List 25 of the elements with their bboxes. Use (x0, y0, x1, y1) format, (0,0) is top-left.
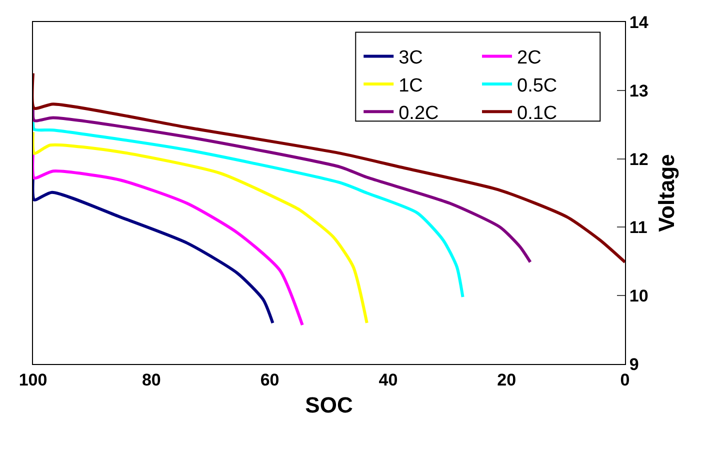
line-series (33, 72, 625, 264)
y-tick-label: 13 (629, 81, 648, 100)
legend-label: 1C (398, 75, 423, 96)
line-series (33, 120, 464, 298)
y-tick-label: 10 (629, 286, 648, 306)
y-axis-title: Voltage (654, 154, 679, 232)
x-axis-title: SOC (305, 392, 353, 418)
x-tick-label: 100 (18, 370, 48, 390)
x-tick-label: 0 (620, 370, 630, 390)
line-series (33, 152, 304, 327)
line-series (33, 176, 274, 324)
y-tick-label: 11 (629, 218, 648, 238)
legend-label: 0.1C (517, 103, 558, 124)
x-tick-label: 80 (142, 370, 161, 390)
legend-label: 0.5C (517, 75, 558, 96)
legend-label: 0.2C (398, 103, 439, 124)
y-tick-label: 12 (629, 150, 648, 169)
x-tick-label: 20 (497, 370, 516, 390)
legend-label: 3C (398, 48, 423, 69)
x-tick-label: 40 (378, 370, 398, 390)
legend-label: 2C (517, 48, 542, 69)
line-series (33, 130, 368, 324)
y-tick-label: 14 (629, 12, 649, 32)
y-tick-label: 9 (629, 354, 639, 374)
x-tick-label: 60 (260, 370, 280, 390)
